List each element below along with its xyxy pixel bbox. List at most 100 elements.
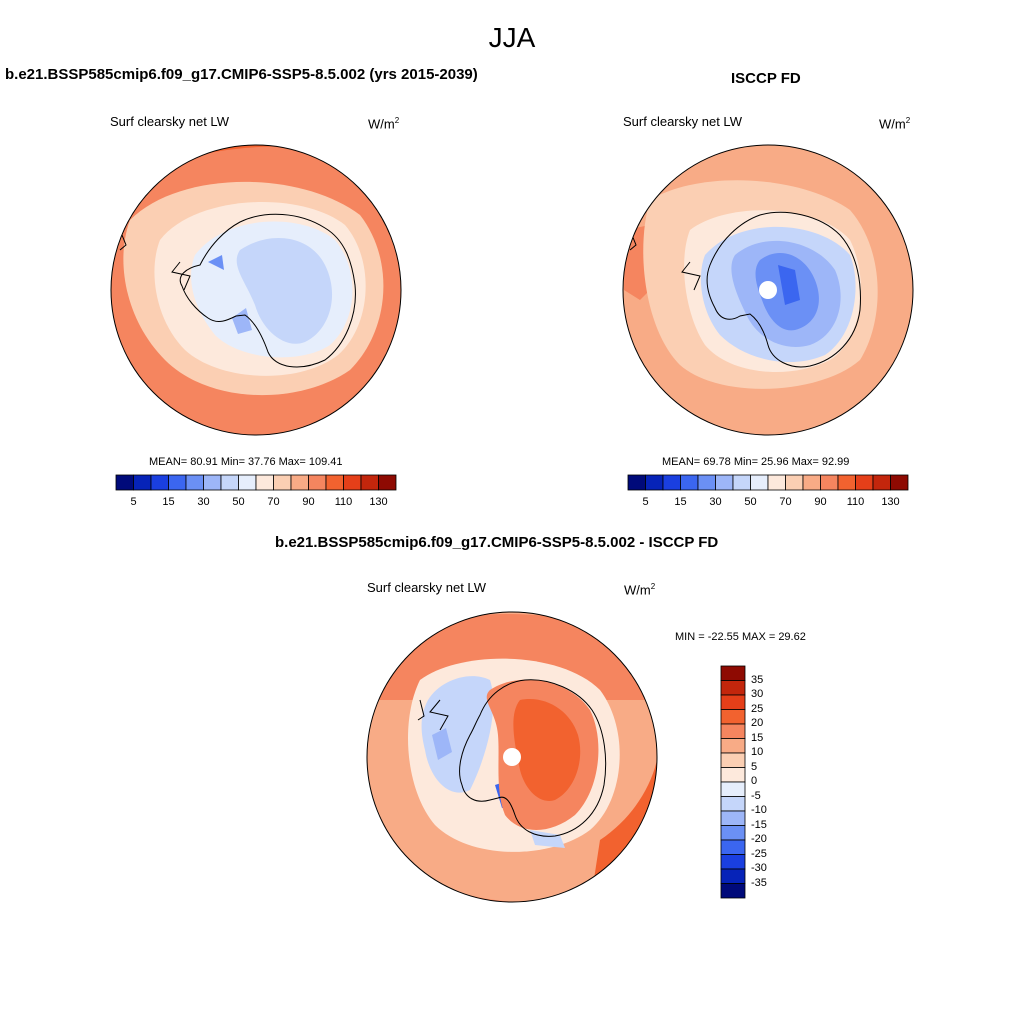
colorbar-swatch — [720, 680, 746, 696]
right-panel-title: ISCCP FD — [731, 70, 801, 87]
colorbar-tick-label: -35 — [751, 876, 767, 889]
colorbar-swatch — [872, 474, 891, 491]
colorbar-tick-label: 15 — [751, 731, 764, 744]
colorbar-swatch — [715, 474, 734, 491]
colorbar-swatch — [150, 474, 169, 491]
colorbar-swatch — [720, 723, 746, 739]
colorbar-tick-label: 0 — [751, 775, 758, 787]
colorbar-tick-label: -30 — [751, 862, 767, 874]
colorbar-swatch — [343, 474, 362, 491]
colorbar-swatch — [360, 474, 379, 491]
colorbar-swatch — [662, 474, 681, 491]
colorbar-tick-label: 50 — [232, 496, 245, 508]
colorbar-swatch — [720, 810, 746, 826]
colorbar-tick-label: 30 — [709, 496, 722, 508]
colorbar-swatch — [720, 825, 746, 841]
right-map — [623, 145, 913, 435]
left-map — [111, 145, 401, 435]
colorbar-swatch — [890, 474, 909, 491]
colorbar-tick-label: -10 — [751, 804, 767, 816]
colorbar-swatch — [168, 474, 187, 491]
diff-colorbar — [720, 665, 746, 899]
colorbar-tick-label: 25 — [751, 702, 764, 715]
colorbar-swatch — [720, 868, 746, 884]
colorbar-tick-label: -5 — [751, 789, 761, 802]
colorbar-tick-label: 130 — [369, 496, 388, 508]
right-panel-stats: MEAN= 69.78 Min= 25.96 Max= 92.99 — [662, 456, 850, 468]
diff-panel-title: b.e21.BSSP585cmip6.f09_g17.CMIP6-SSP5-8.… — [275, 534, 719, 551]
colorbar-tick-label: 5 — [751, 760, 758, 773]
colorbar-swatch — [220, 474, 239, 491]
colorbar-tick-label: 130 — [881, 496, 900, 508]
colorbar-swatch — [785, 474, 804, 491]
colorbar-tick-label: 110 — [334, 496, 353, 508]
colorbar-tick-label: -25 — [751, 847, 767, 860]
colorbar-swatch — [290, 474, 309, 491]
diff-map-border — [366, 611, 658, 903]
colorbar-swatch — [720, 854, 746, 870]
colorbar-tick-label: -15 — [751, 818, 767, 831]
colorbar-tick-label: 20 — [751, 717, 764, 729]
colorbar-swatch — [720, 738, 746, 754]
left-map-border — [110, 144, 402, 436]
colorbar-swatch — [720, 752, 746, 768]
colorbar-swatch — [185, 474, 204, 491]
colorbar-swatch — [802, 474, 821, 491]
colorbar-tick-label: 50 — [744, 496, 757, 508]
left-colorbar — [115, 474, 397, 491]
colorbar-swatch — [720, 709, 746, 725]
colorbar-tick-label: 70 — [779, 496, 792, 508]
colorbar-tick-label: 110 — [846, 496, 865, 508]
colorbar-tick-label: 70 — [267, 496, 280, 508]
colorbar-swatch — [720, 781, 746, 797]
right-colorbar — [627, 474, 909, 491]
colorbar-tick-label: 90 — [814, 496, 827, 508]
colorbar-tick-label: 30 — [751, 688, 764, 700]
colorbar-swatch — [133, 474, 152, 491]
colorbar-swatch — [767, 474, 786, 491]
right-panel-subtitle: Surf clearsky net LW — [623, 114, 742, 129]
diff-panel-units: W/m2 — [624, 582, 656, 598]
colorbar-swatch — [115, 474, 134, 491]
colorbar-swatch — [680, 474, 699, 491]
colorbar-tick-label: -20 — [751, 833, 767, 845]
colorbar-swatch — [855, 474, 874, 491]
colorbar-tick-label: 10 — [751, 746, 764, 758]
colorbar-swatch — [308, 474, 327, 491]
colorbar-swatch — [837, 474, 856, 491]
right-map-border — [622, 144, 914, 436]
left-panel-title: b.e21.BSSP585cmip6.f09_g17.CMIP6-SSP5-8.… — [5, 66, 478, 83]
colorbar-swatch — [325, 474, 344, 491]
colorbar-swatch — [238, 474, 257, 491]
colorbar-swatch — [720, 665, 746, 681]
diff-panel-subtitle: Surf clearsky net LW — [367, 580, 486, 595]
colorbar-tick-label: 90 — [302, 496, 315, 508]
colorbar-swatch — [720, 767, 746, 783]
right-panel-units: W/m2 — [879, 116, 911, 132]
left-panel-units: W/m2 — [368, 116, 400, 132]
colorbar-tick-label: 5 — [642, 496, 649, 508]
colorbar-swatch — [750, 474, 769, 491]
colorbar-tick-label: 15 — [674, 496, 687, 508]
colorbar-swatch — [203, 474, 222, 491]
colorbar-swatch — [720, 796, 746, 812]
colorbar-tick-label: 35 — [751, 673, 764, 686]
diff-map — [367, 612, 657, 902]
colorbar-swatch — [645, 474, 664, 491]
colorbar-swatch — [255, 474, 274, 491]
colorbar-tick-label: 30 — [197, 496, 210, 508]
colorbar-swatch — [720, 883, 746, 899]
left-panel-stats: MEAN= 80.91 Min= 37.76 Max= 109.41 — [149, 456, 343, 468]
colorbar-tick-label: 15 — [162, 496, 175, 508]
colorbar-swatch — [820, 474, 839, 491]
colorbar-swatch — [720, 839, 746, 855]
colorbar-swatch — [273, 474, 292, 491]
colorbar-swatch — [720, 694, 746, 710]
colorbar-swatch — [378, 474, 397, 491]
main-title: JJA — [488, 22, 536, 53]
colorbar-tick-label: 5 — [130, 496, 137, 508]
colorbar-swatch — [732, 474, 751, 491]
diff-panel-stats: MIN = -22.55 MAX = 29.62 — [675, 631, 806, 643]
left-panel-subtitle: Surf clearsky net LW — [110, 114, 229, 129]
